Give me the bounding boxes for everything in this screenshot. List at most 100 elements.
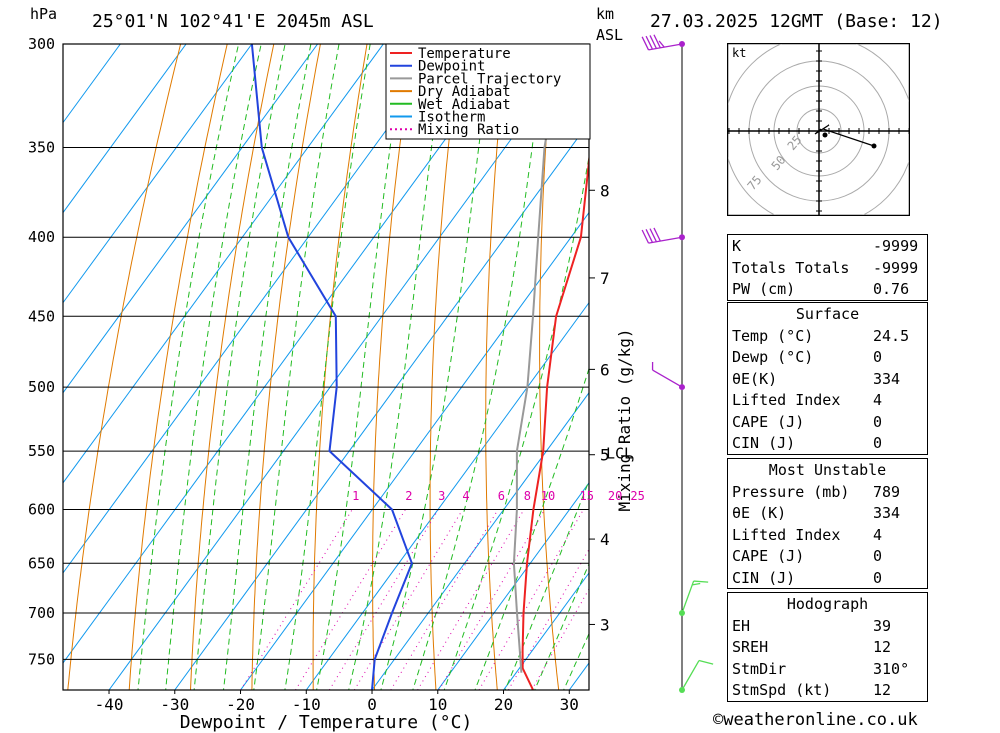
isotherm-line bbox=[63, 44, 121, 124]
wet-adiabat-line bbox=[284, 44, 371, 690]
legend-entry: Mixing Ratio bbox=[418, 122, 519, 138]
legend-entry: Temperature bbox=[418, 46, 511, 62]
mixing-ratio-value-label: 8 bbox=[524, 489, 531, 503]
hodograph-value: 12 bbox=[873, 638, 892, 656]
surface-value: 334 bbox=[873, 369, 901, 388]
index-label: Totals Totals bbox=[732, 258, 850, 277]
isotherm-line bbox=[240, 211, 589, 690]
pressure-tick-label: 450 bbox=[28, 307, 55, 325]
mixing-ratio-value-label: 25 bbox=[630, 489, 644, 503]
temperature-tick-label: 10 bbox=[428, 695, 447, 714]
surface-row: CIN (J) 0 bbox=[728, 432, 927, 454]
km-tick-label: 5 bbox=[600, 446, 610, 465]
x-axis-label: Dewpoint / Temperature (°C) bbox=[180, 712, 473, 733]
surface-label: CIN (J) bbox=[732, 434, 796, 452]
temperature-tick-label: -20 bbox=[226, 695, 255, 714]
surface-row: Lifted Index 4 bbox=[728, 389, 927, 411]
hodograph-label: StmDir bbox=[732, 659, 787, 678]
wet-adiabat-line bbox=[412, 44, 546, 690]
legend-box bbox=[385, 43, 591, 140]
dry-adiabat-line bbox=[973, 44, 1000, 690]
dry-adiabat-line bbox=[429, 44, 461, 690]
isotherm-line bbox=[437, 481, 589, 690]
legend-entry: Wet Adiabat bbox=[418, 97, 511, 113]
pressure-tick-label: 750 bbox=[28, 650, 55, 668]
index-value: -9999 bbox=[873, 258, 919, 277]
isotherm-line bbox=[63, 44, 384, 484]
datetime-title: 27.03.2025 12GMT (Base: 12) bbox=[650, 11, 943, 32]
hodograph-value: 12 bbox=[873, 681, 892, 699]
surface-label: Dewp (°C) bbox=[732, 348, 814, 366]
hodograph-table-title: Hodograph bbox=[786, 595, 869, 613]
dry-adiabat-line bbox=[485, 44, 508, 690]
hodograph-row: StmDir 310° bbox=[728, 658, 927, 680]
pressure-tick-label: 600 bbox=[28, 501, 55, 519]
most-unstable-label: CIN (J) bbox=[732, 568, 796, 587]
index-label: K bbox=[732, 237, 742, 255]
wind-barb-feather bbox=[653, 34, 661, 49]
wind-barb-feather bbox=[653, 227, 661, 242]
wind-barb-feather bbox=[645, 229, 654, 243]
mixing-ratio-value-label: 2 bbox=[405, 489, 412, 503]
isotherm-line bbox=[63, 44, 450, 574]
wind-barb-feather bbox=[693, 580, 709, 583]
mixing-ratio-line bbox=[531, 588, 589, 690]
most-unstable-value: 4 bbox=[873, 525, 883, 544]
km-tick-label: 8 bbox=[600, 181, 610, 200]
wind-barb-staff bbox=[648, 43, 683, 51]
pressure-tick-label: 400 bbox=[28, 228, 55, 246]
hodograph-value: 39 bbox=[873, 616, 892, 635]
most-unstable-value: 334 bbox=[873, 504, 901, 522]
isotherm-line bbox=[371, 391, 589, 690]
mixing-ratio-value-label: 3 bbox=[438, 489, 445, 503]
index-label: PW (cm) bbox=[732, 280, 796, 298]
legend-entry: Parcel Trajectory bbox=[418, 71, 561, 87]
temperature-tick-label: 20 bbox=[494, 695, 513, 714]
isotherm-line bbox=[63, 44, 516, 664]
surface-row: θE(K) 334 bbox=[728, 368, 927, 390]
most-unstable-row: CIN (J) 0 bbox=[728, 567, 927, 589]
wind-barb-feather bbox=[641, 36, 650, 51]
mixing-ratio-line bbox=[417, 509, 525, 690]
wind-barb-feather bbox=[692, 582, 701, 586]
indices-box: K -9999 Totals Totals -9999 PW (cm) 0.76 bbox=[727, 234, 928, 301]
dry-adiabat-line bbox=[67, 44, 182, 690]
mixing-ratio-axis-label: Mixing Ratio (g/kg) bbox=[615, 328, 634, 511]
wind-barb-staff bbox=[648, 236, 683, 244]
lcl-label: LCL bbox=[606, 445, 633, 463]
dry-adiabat-line bbox=[539, 44, 560, 690]
isotherm-line bbox=[305, 301, 589, 690]
surface-row: CAPE (J) 0 bbox=[728, 411, 927, 433]
hodograph-row: SREH 12 bbox=[728, 636, 927, 658]
most-unstable-box: Most Unstable Pressure (mb) 789 θE (K) 334 L… bbox=[727, 458, 928, 589]
legend-entry: Dry Adiabat bbox=[418, 84, 511, 100]
mixing-ratio-line bbox=[438, 509, 546, 690]
surface-label: CAPE (J) bbox=[732, 412, 805, 431]
wind-barb-staff bbox=[652, 369, 683, 388]
location-title: 25°01'N 102°41'E 2045m ASL bbox=[92, 11, 374, 32]
surface-value: 24.5 bbox=[873, 326, 910, 345]
copyright-link[interactable]: ©weatheronline.co.uk bbox=[713, 710, 918, 730]
isotherm-line bbox=[63, 44, 187, 214]
surface-label: Temp (°C) bbox=[732, 326, 814, 345]
index-value: -9999 bbox=[873, 237, 919, 255]
surface-row: Dewp (°C) 0 bbox=[728, 346, 927, 368]
km-tick-label: 3 bbox=[600, 615, 610, 634]
wet-adiabat-line bbox=[253, 44, 340, 690]
hodograph-table-box: Hodograph EH 39 SREH 12 StmDir 310° StmSpd (kt… bbox=[727, 592, 928, 702]
index-row: PW (cm) 0.76 bbox=[728, 278, 927, 300]
hodograph-label: StmSpd (kt) bbox=[732, 681, 832, 699]
km-tick-label: 7 bbox=[600, 269, 610, 288]
wind-barb-staff bbox=[681, 580, 695, 614]
legend-entry: Isotherm bbox=[418, 110, 485, 126]
surface-title: Surface bbox=[795, 305, 860, 323]
surface-value: 0 bbox=[873, 412, 883, 431]
mixing-ratio-line bbox=[390, 509, 499, 690]
plot-area bbox=[63, 44, 1000, 690]
mixing-ratio-value-label: 15 bbox=[580, 489, 594, 503]
wet-adiabat-line bbox=[443, 154, 589, 690]
wind-barb-feather bbox=[641, 229, 650, 244]
pressure-tick-label: 700 bbox=[28, 604, 55, 622]
dewpoint-series-line bbox=[250, 44, 413, 690]
mixing-ratio-value-label: 1 bbox=[352, 489, 359, 503]
